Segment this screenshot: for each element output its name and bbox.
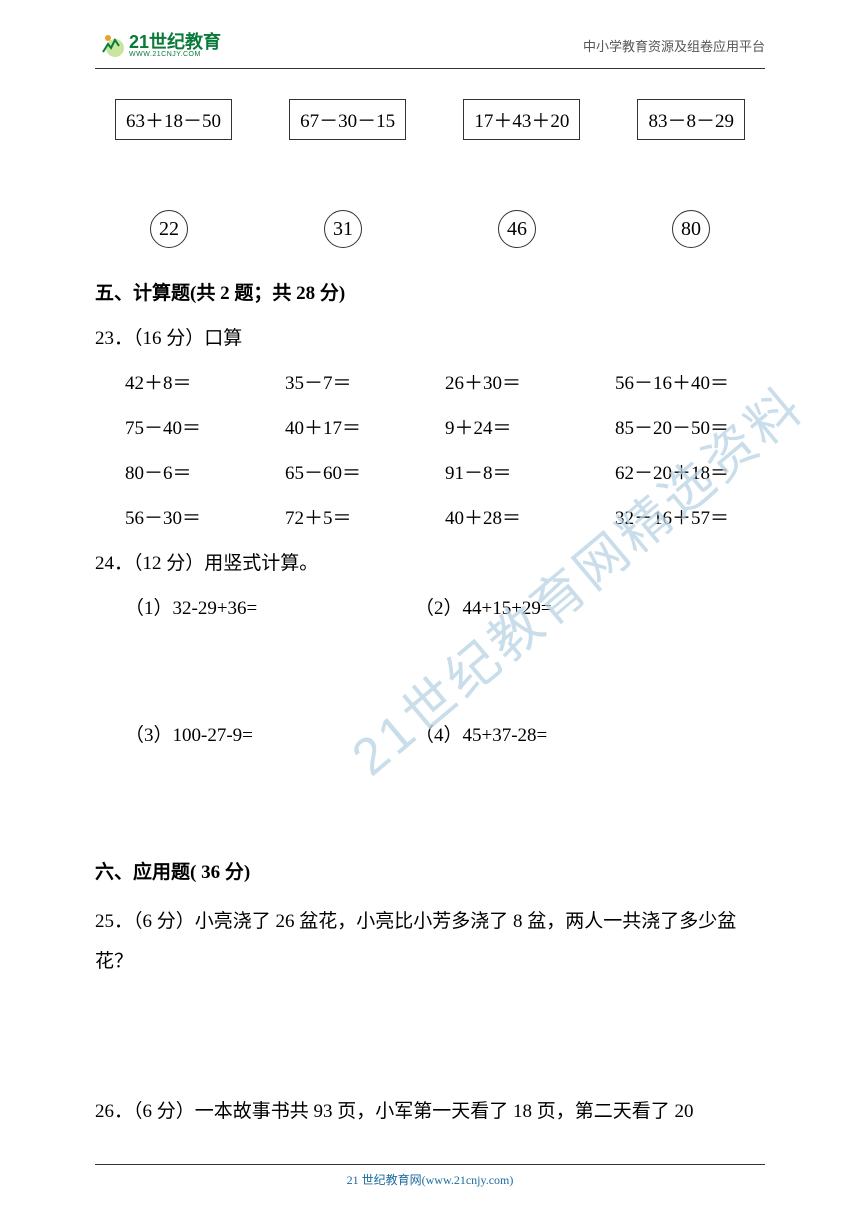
expression-box: 67－30－15	[289, 99, 406, 140]
q26-text: 26．（6 分）一本故事书共 93 页，小军第一天看了 18 页，第二天看了 2…	[95, 1092, 765, 1132]
logo: 21世纪教育 WWW.21CNJY.COM	[95, 30, 221, 60]
circle-number: 31	[324, 210, 362, 248]
calc-cell: 32－16＋57＝	[615, 503, 765, 530]
q24-head: 24．（12 分）用竖式计算。	[95, 548, 765, 575]
circle-number: 46	[498, 210, 536, 248]
calc-cell: 40＋17＝	[285, 413, 445, 440]
calc-cell: 40＋28＝	[445, 503, 615, 530]
calc-cell: 62－20＋18＝	[615, 458, 765, 485]
expression-row: 63＋18－50 67－30－15 17＋43＋20 83－8－29	[95, 99, 765, 140]
logo-main-text: 21世纪教育	[129, 33, 221, 51]
q23-grid: 42＋8＝ 35－7＝ 26＋30＝ 56－16＋40＝ 75－40＝ 40＋1…	[95, 368, 765, 530]
expression-box: 17＋43＋20	[463, 99, 580, 140]
calc-cell: 72＋5＝	[285, 503, 445, 530]
vert-item: （2）44+15+29=	[415, 593, 765, 620]
header: 21世纪教育 WWW.21CNJY.COM 中小学教育资源及组卷应用平台	[95, 30, 765, 69]
circle-row: 22 31 46 80	[95, 210, 765, 248]
calc-cell: 80－6＝	[125, 458, 285, 485]
q25-text: 25．（6 分）小亮浇了 26 盆花，小亮比小芳多浇了 8 盆，两人一共浇了多少…	[95, 902, 765, 982]
expression-box: 83－8－29	[637, 99, 745, 140]
calc-cell: 85－20－50＝	[615, 413, 765, 440]
header-right-text: 中小学教育资源及组卷应用平台	[583, 36, 765, 55]
circle-number: 22	[150, 210, 188, 248]
calc-cell: 56－16＋40＝	[615, 368, 765, 395]
logo-text: 21世纪教育 WWW.21CNJY.COM	[129, 33, 221, 58]
calc-cell: 91－8＝	[445, 458, 615, 485]
calc-cell: 65－60＝	[285, 458, 445, 485]
circle-number: 80	[672, 210, 710, 248]
logo-sub-text: WWW.21CNJY.COM	[129, 51, 221, 58]
calc-cell: 9＋24＝	[445, 413, 615, 440]
vert-item: （1）32-29+36=	[125, 593, 415, 620]
section-5-title: 五、计算题(共 2 题；共 28 分)	[95, 278, 765, 305]
logo-icon	[95, 30, 125, 60]
vert-item: （3）100-27-9=	[125, 720, 415, 747]
page: 21世纪教育 WWW.21CNJY.COM 中小学教育资源及组卷应用平台 63＋…	[0, 0, 860, 1132]
calc-cell: 56－30＝	[125, 503, 285, 530]
calc-cell: 75－40＝	[125, 413, 285, 440]
footer: 21 世纪教育网(www.21cnjy.com)	[95, 1164, 765, 1188]
q24-grid: （1）32-29+36= （2）44+15+29= （3）100-27-9= （…	[95, 593, 765, 747]
expression-box: 63＋18－50	[115, 99, 232, 140]
calc-cell: 42＋8＝	[125, 368, 285, 395]
calc-cell: 35－7＝	[285, 368, 445, 395]
vert-item: （4）45+37-28=	[415, 720, 765, 747]
section-6-title: 六、应用题( 36 分)	[95, 857, 765, 884]
q23-head: 23．（16 分）口算	[95, 323, 765, 350]
calc-cell: 26＋30＝	[445, 368, 615, 395]
